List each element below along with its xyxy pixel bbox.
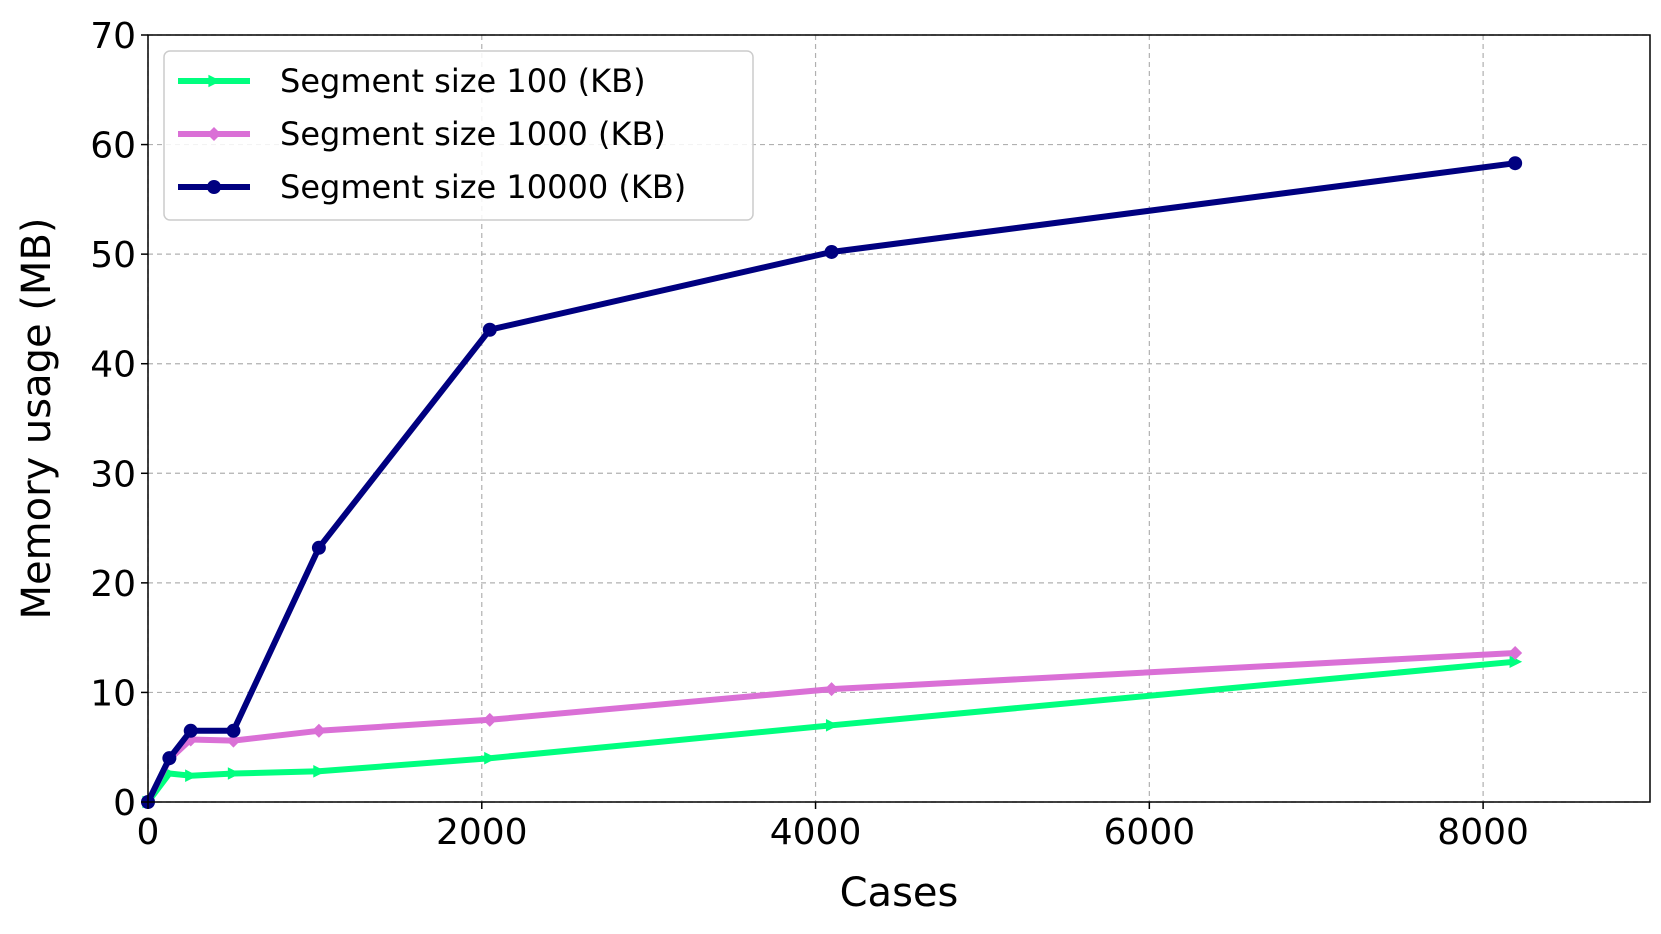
legend-label: Segment size 1000 (KB) bbox=[280, 115, 666, 153]
data-point bbox=[1509, 655, 1523, 669]
x-tick-label: 6000 bbox=[1104, 812, 1196, 853]
legend-box bbox=[163, 50, 754, 221]
y-tick-label: 10 bbox=[90, 673, 136, 714]
x-tick-label: 4000 bbox=[770, 812, 862, 853]
legend-marker bbox=[207, 180, 221, 194]
legend: Segment size 100 (KB) Segment size 1000 (… bbox=[163, 50, 754, 221]
x-axis-label: Cases bbox=[840, 870, 959, 916]
y-tick-label: 60 bbox=[90, 126, 136, 167]
legend-label: Segment size 100 (KB) bbox=[280, 62, 646, 100]
x-tick-label: 8000 bbox=[1437, 812, 1529, 853]
series-3 bbox=[141, 156, 1523, 809]
data-point bbox=[185, 769, 198, 783]
legend-marker bbox=[207, 127, 221, 141]
data-point bbox=[482, 712, 497, 727]
legend-item: Segment size 10000 (KB) bbox=[178, 168, 686, 206]
legend-marker bbox=[208, 74, 221, 88]
data-point bbox=[183, 723, 198, 738]
legend-item: Segment size 100 (KB) bbox=[178, 62, 646, 100]
data-point bbox=[484, 751, 497, 765]
data-point bbox=[1508, 156, 1523, 171]
legend-item: Segment size 1000 (KB) bbox=[178, 115, 666, 153]
data-point bbox=[313, 765, 326, 778]
y-tick-label: 50 bbox=[90, 235, 136, 276]
x-tick-label: 0 bbox=[137, 812, 160, 853]
data-point bbox=[824, 682, 839, 697]
x-tick-label: 2000 bbox=[436, 812, 528, 853]
data-point bbox=[226, 723, 241, 738]
y-axis-label: Memory usage (MB) bbox=[14, 218, 60, 620]
data-point bbox=[825, 719, 839, 732]
data-point bbox=[311, 723, 326, 738]
legend-label: Segment size 10000 (KB) bbox=[280, 168, 686, 206]
y-tick-label: 40 bbox=[90, 345, 136, 386]
data-point bbox=[226, 733, 241, 748]
series-1 bbox=[142, 655, 1523, 809]
data-point bbox=[162, 751, 177, 766]
data-point bbox=[311, 540, 326, 555]
y-tick-label: 20 bbox=[90, 564, 136, 605]
data-point bbox=[482, 322, 497, 337]
plot-frame bbox=[147, 34, 1651, 803]
y-tick-label: 30 bbox=[90, 454, 136, 495]
y-tick-label: 70 bbox=[90, 16, 136, 57]
series-lines bbox=[141, 156, 1523, 809]
data-point bbox=[1508, 645, 1523, 660]
data-point bbox=[824, 244, 839, 259]
y-tick-label: 0 bbox=[113, 783, 136, 824]
axis-ticks: 0 2000 4000 6000 8000 0 10 20 30 40 50 60 70 bbox=[90, 16, 1529, 853]
data-point bbox=[227, 767, 241, 780]
series-line bbox=[145, 160, 1519, 805]
